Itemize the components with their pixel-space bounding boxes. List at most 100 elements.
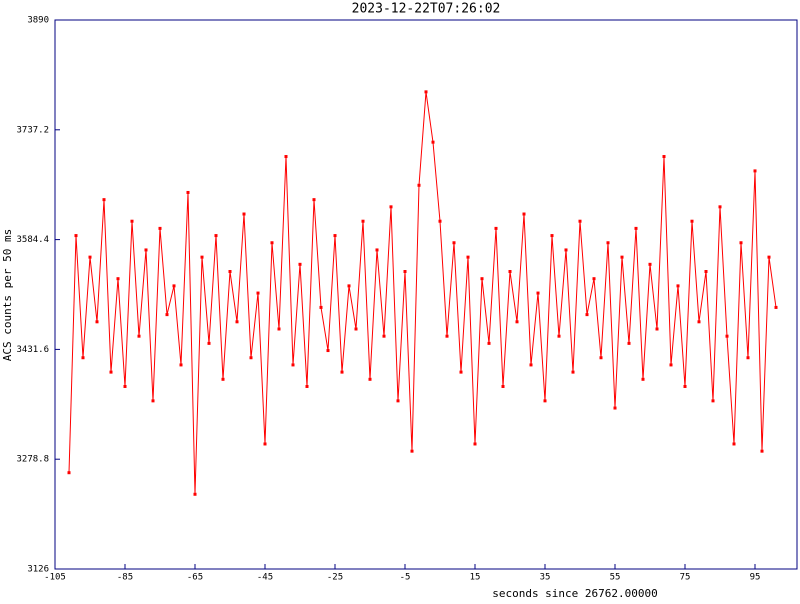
data-point [228, 270, 232, 274]
data-point [585, 313, 589, 317]
data-point [263, 442, 267, 446]
data-point [361, 219, 365, 223]
data-point [186, 190, 190, 194]
data-point [81, 356, 85, 360]
data-point [452, 241, 456, 245]
data-point [655, 327, 659, 331]
data-point [718, 205, 722, 209]
data-point [368, 377, 372, 381]
data-point [578, 219, 582, 223]
data-point [340, 370, 344, 374]
data-point [389, 205, 393, 209]
data-point [193, 492, 197, 496]
y-tick-label: 3278.8 [16, 455, 49, 465]
data-point [599, 356, 603, 360]
data-point [529, 363, 533, 367]
data-point [648, 262, 652, 266]
data-point [326, 349, 330, 353]
y-tick-label: 3584.4 [16, 235, 49, 245]
data-point [634, 226, 638, 230]
data-point [732, 442, 736, 446]
data-line [68, 91, 777, 495]
data-point [774, 305, 778, 309]
data-point [165, 313, 169, 317]
data-point [403, 270, 407, 274]
data-point [172, 284, 176, 288]
data-point [571, 370, 575, 374]
data-point [298, 262, 302, 266]
x-axis-label: seconds since 26762.00000 [492, 587, 658, 600]
data-point [396, 399, 400, 403]
data-point [382, 334, 386, 338]
data-point [739, 241, 743, 245]
data-point [424, 90, 428, 94]
x-tick-label: -85 [117, 573, 133, 583]
data-point [536, 291, 540, 295]
chart-title: 2023-12-22T07:26:02 [352, 2, 501, 17]
data-point [487, 341, 491, 345]
data-point [333, 234, 337, 238]
data-point [319, 305, 323, 309]
data-point [417, 183, 421, 187]
data-point [88, 255, 92, 259]
data-point [466, 255, 470, 259]
data-point [116, 277, 120, 281]
data-point [711, 399, 715, 403]
data-point [627, 341, 631, 345]
data-point [697, 320, 701, 324]
data-point [683, 384, 687, 388]
data-point [431, 140, 435, 144]
data-point [753, 169, 757, 173]
data-point [179, 363, 183, 367]
data-point [515, 320, 519, 324]
data-point [270, 241, 274, 245]
data-point [690, 219, 694, 223]
data-point [207, 341, 211, 345]
data-point [221, 377, 225, 381]
data-point [67, 471, 71, 475]
data-point [494, 226, 498, 230]
data-point [725, 334, 729, 338]
data-point [375, 248, 379, 252]
data-point [410, 449, 414, 453]
data-point [284, 155, 288, 159]
y-tick-label: 3126 [27, 565, 49, 575]
data-point [606, 241, 610, 245]
data-point [473, 442, 477, 446]
data-point [312, 198, 316, 202]
x-tick-label: -5 [400, 573, 411, 583]
data-point [242, 212, 246, 216]
data-point [214, 234, 218, 238]
data-point [158, 226, 162, 230]
data-point [249, 356, 253, 360]
data-point [256, 291, 260, 295]
data-point [151, 399, 155, 403]
data-point [501, 384, 505, 388]
data-point [620, 255, 624, 259]
data-point [235, 320, 239, 324]
y-tick-label: 3890 [27, 16, 49, 26]
data-point [669, 363, 673, 367]
x-tick-label: 35 [540, 573, 551, 583]
plot-frame [54, 19, 798, 570]
data-point [109, 370, 113, 374]
data-point [662, 155, 666, 159]
data-point [522, 212, 526, 216]
y-tick-label: 3737.2 [16, 125, 49, 135]
data-point [508, 270, 512, 274]
data-point [767, 255, 771, 259]
data-point [123, 384, 127, 388]
data-point [277, 327, 281, 331]
data-point [613, 406, 617, 410]
x-tick-label: -25 [327, 573, 343, 583]
data-point [704, 270, 708, 274]
data-point [74, 234, 78, 238]
data-point [445, 334, 449, 338]
data-point [480, 277, 484, 281]
x-tick-label: 15 [470, 573, 481, 583]
data-point [305, 384, 309, 388]
data-point [347, 284, 351, 288]
data-point [291, 363, 295, 367]
data-point [144, 248, 148, 252]
